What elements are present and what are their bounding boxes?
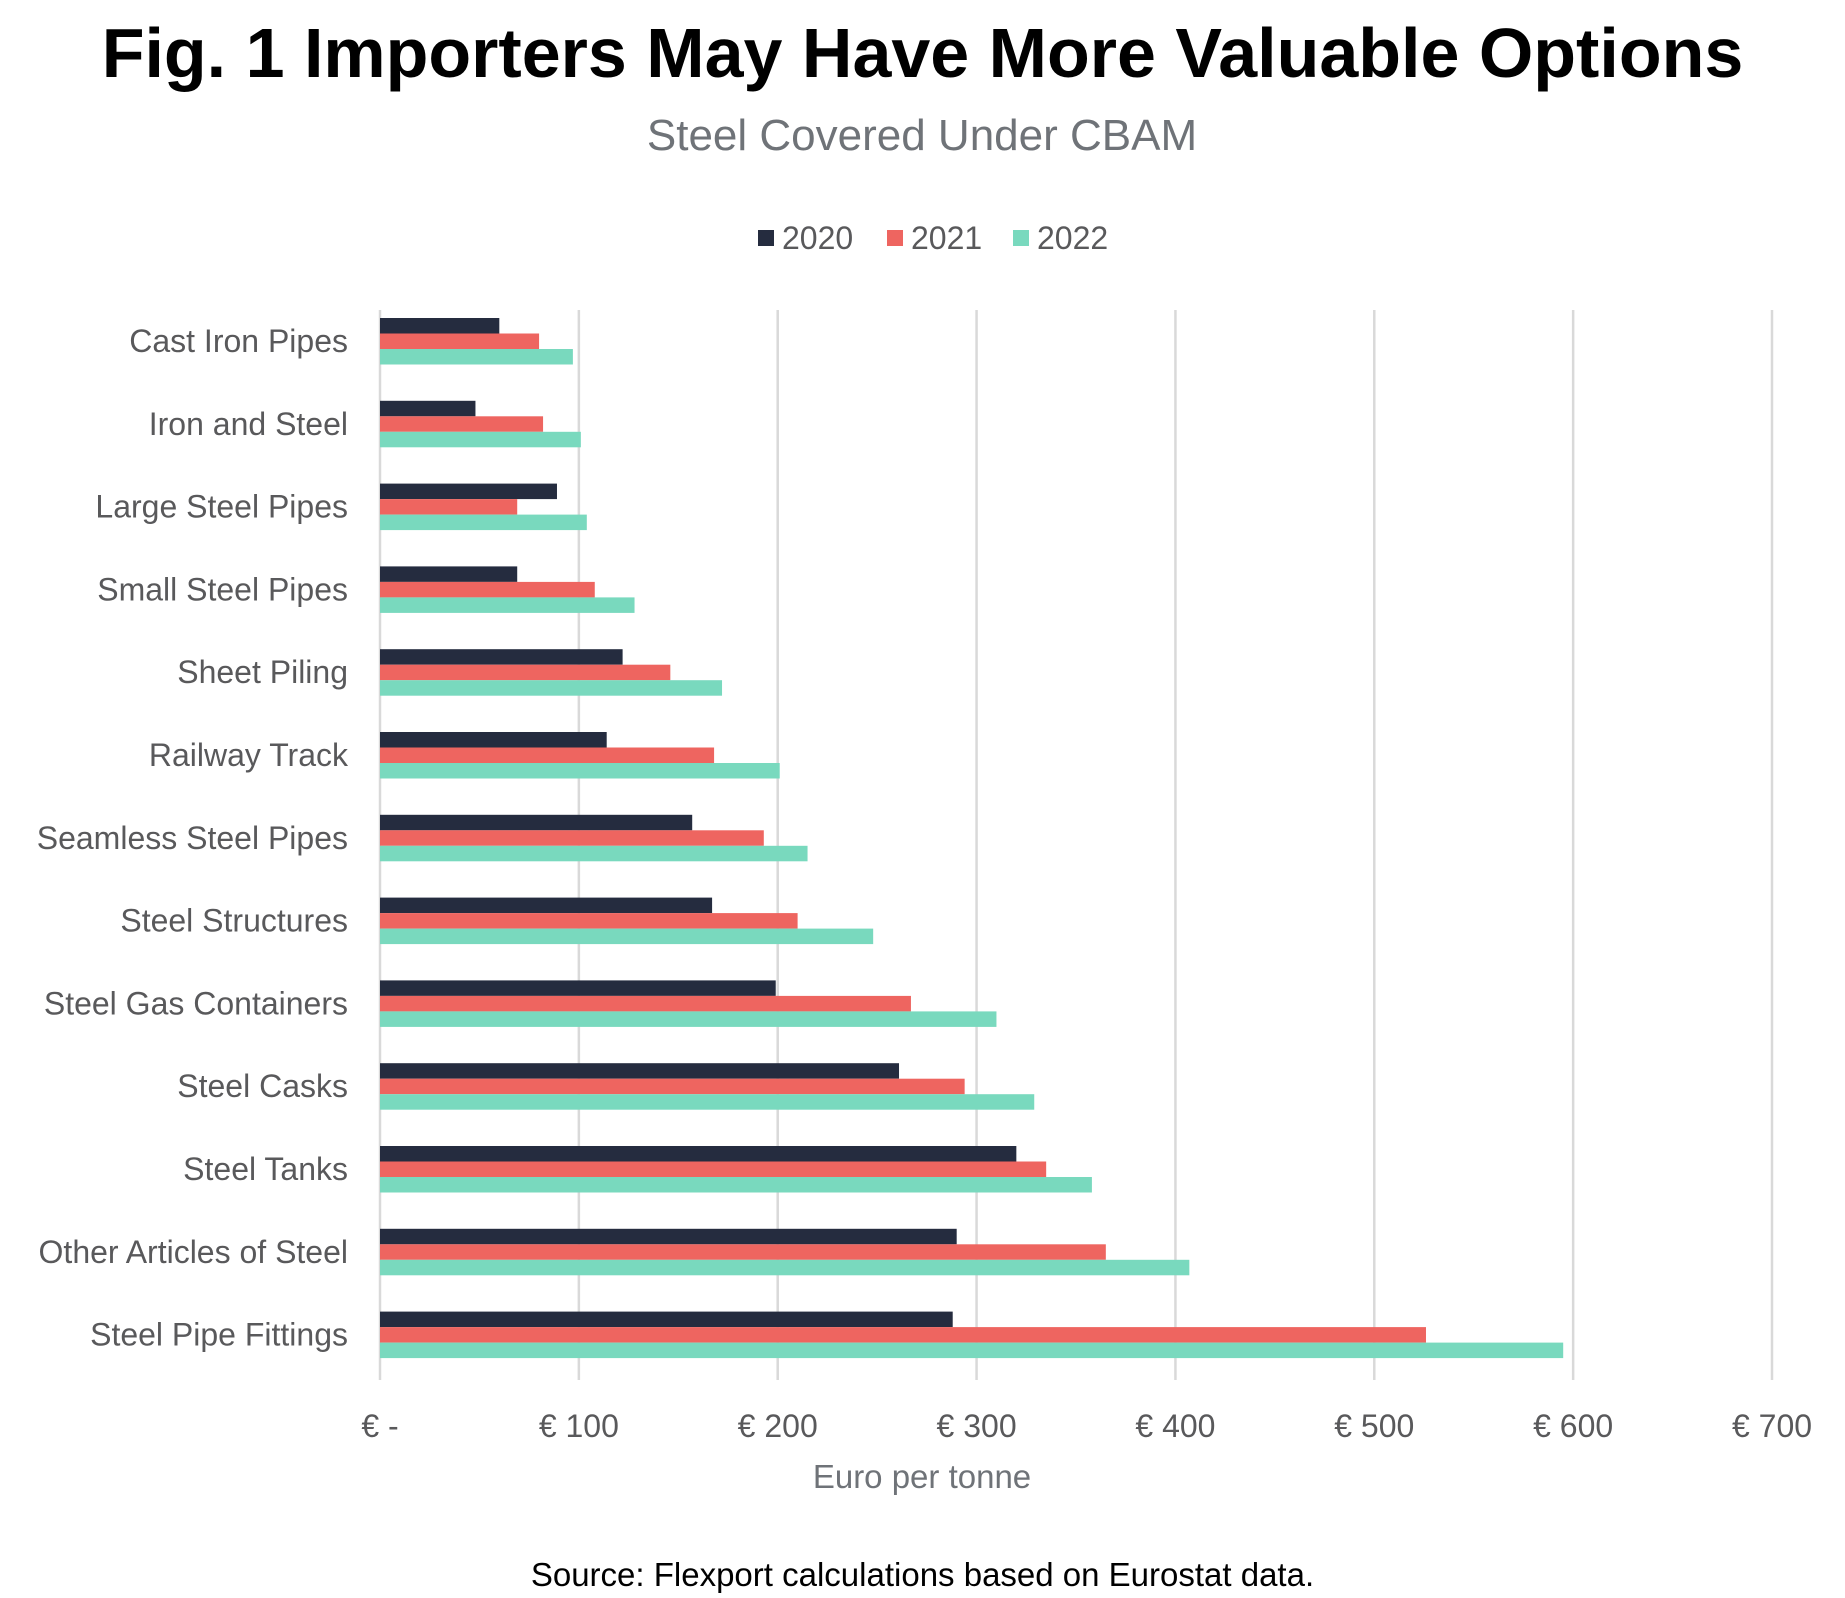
bar-2021 (380, 747, 715, 763)
category-label: Cast Iron Pipes (129, 323, 348, 359)
source-note: Source: Flexport calculations based on E… (530, 1556, 1315, 1593)
legend-swatch-2022 (1013, 230, 1029, 246)
bar-2021 (380, 416, 544, 432)
bar-2022 (380, 1259, 1190, 1276)
bar-2020 (380, 400, 476, 417)
bar-2021 (380, 1078, 965, 1095)
x-tick-label: € 300 (937, 1408, 1017, 1444)
bar-2020 (380, 1311, 953, 1328)
category-label: Steel Casks (177, 1068, 348, 1104)
bar-2022 (380, 514, 587, 531)
page-title: Fig. 1 Importers May Have More Valuable … (101, 14, 1744, 92)
x-axis-label: Euro per tonne (813, 1458, 1031, 1495)
bar-2020 (380, 483, 557, 500)
bar-2020 (380, 1146, 1017, 1162)
bar-2021 (380, 1327, 1426, 1343)
bar-2020 (380, 897, 713, 914)
category-label: Railway Track (149, 737, 349, 773)
bar-2021 (380, 913, 798, 929)
bar-2020 (380, 1228, 957, 1245)
bar-2022 (380, 928, 874, 945)
x-tick-label: € - (361, 1408, 398, 1444)
x-tick-labels: € - € 100 € 200 € 300 € 400 € 500 € 600 € 700 (361, 1408, 1812, 1444)
x-tick-label: € 200 (738, 1408, 818, 1444)
bar-2020 (380, 318, 500, 334)
bar-2021 (380, 499, 518, 515)
legend-swatch-2021 (887, 230, 903, 246)
category-label: Steel Structures (120, 903, 348, 939)
x-tick-label: € 500 (1334, 1408, 1414, 1444)
legend-label: 2021 (911, 220, 982, 256)
category-label: Steel Pipe Fittings (90, 1317, 348, 1353)
category-label: Sheet Piling (177, 654, 348, 690)
x-tick-label: € 700 (1732, 1408, 1812, 1444)
category-label: Steel Gas Containers (44, 985, 348, 1021)
bar-2022 (380, 1094, 1035, 1110)
category-label: Steel Tanks (183, 1151, 348, 1187)
bar-2021 (380, 1244, 1106, 1260)
bar-2021 (380, 995, 911, 1012)
category-label: Iron and Steel (149, 406, 348, 442)
category-label: Other Articles of Steel (39, 1234, 348, 1270)
legend: 2020 2021 2022 (758, 220, 1108, 256)
bar-2022 (380, 845, 808, 862)
bars (380, 318, 1564, 1359)
bar-2022 (380, 597, 635, 613)
category-labels: Cast Iron Pipes Iron and Steel Large Steel… (37, 323, 349, 1353)
category-label: Large Steel Pipes (95, 489, 348, 525)
bar-2022 (380, 1342, 1564, 1359)
bar-2021 (380, 830, 764, 846)
chart-subtitle: Steel Covered Under CBAM (647, 111, 1197, 160)
x-tick-label: € 400 (1135, 1408, 1215, 1444)
bar-2022 (380, 680, 723, 696)
bar-2020 (380, 649, 623, 665)
legend-label: 2020 (782, 220, 853, 256)
bar-2022 (380, 349, 573, 365)
legend-label: 2022 (1037, 220, 1108, 256)
bar-2020 (380, 566, 518, 582)
category-label: Small Steel Pipes (97, 571, 348, 607)
bar-2021 (380, 664, 671, 681)
bar-2022 (380, 1011, 997, 1027)
bar-2022 (380, 763, 780, 779)
bar-2021 (380, 581, 595, 598)
bar-2020 (380, 732, 607, 748)
legend-swatch-2020 (758, 230, 774, 246)
bar-2021 (380, 333, 540, 349)
bar-2022 (380, 431, 581, 448)
bar-2022 (380, 1177, 1092, 1193)
category-label: Seamless Steel Pipes (37, 820, 348, 856)
bar-2020 (380, 814, 693, 831)
x-tick-label: € 600 (1533, 1408, 1613, 1444)
bar-2020 (380, 1063, 900, 1079)
x-tick-label: € 100 (539, 1408, 619, 1444)
bar-2020 (380, 980, 776, 996)
bar-2021 (380, 1161, 1047, 1177)
